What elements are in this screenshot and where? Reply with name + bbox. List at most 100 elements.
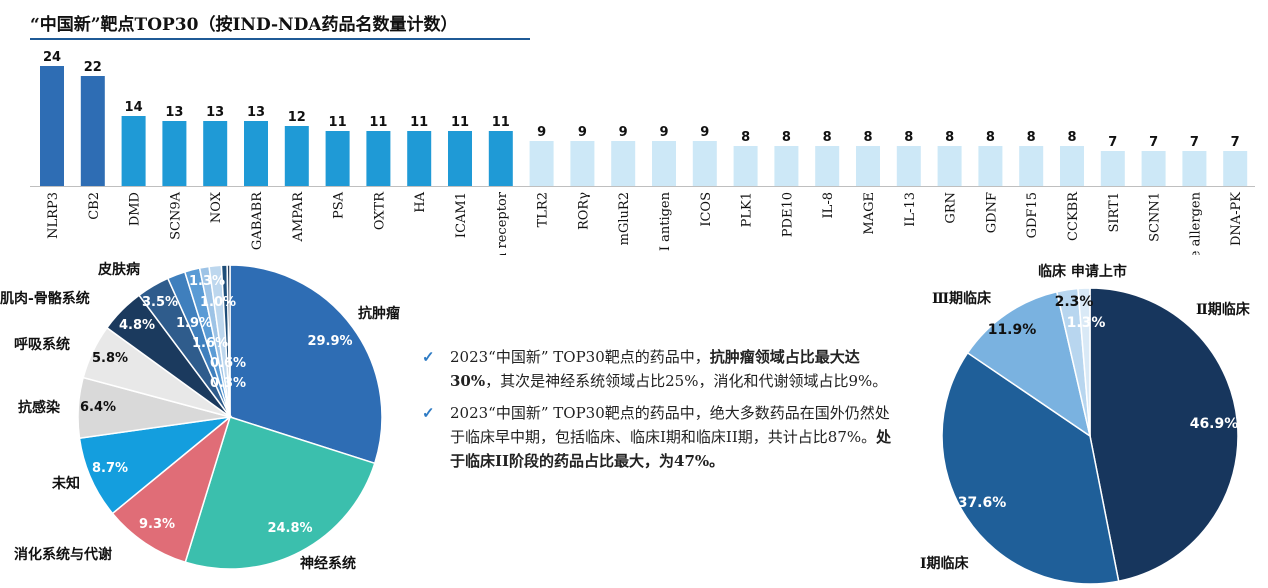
pie-value-label: 1.9% <box>176 316 212 331</box>
bar-value-label: 8 <box>1067 130 1076 145</box>
bar-CB2 <box>80 76 105 186</box>
bar-CCKBR <box>1060 146 1084 186</box>
bar-IL-13 <box>896 146 921 186</box>
bar-NLRP3 <box>40 66 64 186</box>
pie-value-label: 6.4% <box>80 400 116 415</box>
bar-category-label: NLRP3 <box>46 192 61 239</box>
bar-category-label: mGluR2 <box>617 192 632 245</box>
bar-value-label: 7 <box>1190 135 1199 150</box>
bullet-text: 2023“中国新” TOP30靶点的药品中， <box>450 348 710 366</box>
bullet-highlight: 处于临床II阶段的药品占比最大，为47%。 <box>450 428 892 470</box>
bar-value-label: 24 <box>43 50 61 65</box>
pie-value-label: 9.3% <box>139 517 175 532</box>
bar-category-label: IL-8 <box>821 192 836 218</box>
bar-category-label: ICOS <box>699 192 714 227</box>
summary-bullet: ✓ 2023“中国新” TOP30靶点的药品中，抗肿瘤领域占比最大达30%，其次是… <box>420 345 900 393</box>
bar-category-label: NOX <box>209 191 224 223</box>
bar-category-label: MAGE <box>862 192 877 235</box>
pie-slice <box>1089 287 1239 583</box>
bar-Mite allergen <box>1182 151 1207 186</box>
therapeutic-area-pie-chart: 29.9% 抗肿瘤 24.8% 神经系统 9.3% 消化系统与代谢 8.7% 未知 6.4% 抗感… <box>0 261 400 572</box>
bar-category-label: SIRT1 <box>1107 192 1122 233</box>
pie-value-label: 5.8% <box>92 351 128 366</box>
bar-value-label: 7 <box>1149 135 1158 150</box>
bar-value-label: 9 <box>659 125 668 140</box>
summary-bullets: ✓ 2023“中国新” TOP30靶点的药品中，抗肿瘤领域占比最大达30%，其次是… <box>420 345 900 481</box>
pie-category-label: Ⅱ期临床 <box>1196 301 1251 318</box>
pie-value-label: 0.6% <box>210 356 246 371</box>
bar-category-label: HLA class I antigen <box>658 191 673 255</box>
target-bar-chart: 24 NLRP3 22 CB2 14 DMD 13 SCN9A 13 NOX 13 GABABR 12 A… <box>30 50 1255 255</box>
bar-Amylin receptor <box>488 131 513 186</box>
pie-category-label: Ⅲ期临床 <box>932 290 992 307</box>
pie-category-label: 呼吸系统 <box>14 336 70 353</box>
bar-value-label: 7 <box>1231 135 1240 150</box>
bar-category-label: GDF15 <box>1025 192 1040 238</box>
bar-value-label: 13 <box>165 105 183 120</box>
bar-category-label: ICAM1 <box>454 192 469 238</box>
pie-category-label: 皮肤病 <box>97 261 140 278</box>
bar-GABABR <box>244 121 268 186</box>
bar-value-label: 7 <box>1108 135 1117 150</box>
pie-value-label: 11.9% <box>988 322 1037 338</box>
pie-category-label: Ⅰ期临床 <box>920 555 970 572</box>
bar-value-label: 11 <box>329 115 347 130</box>
bar-category-label: DNA-PK <box>1229 192 1244 246</box>
pie-category-label: 消化系统与代谢 <box>14 546 112 563</box>
bar-category-label: GRN <box>944 192 959 224</box>
clinical-stage-pie-chart: 46.9% Ⅱ期临床 37.6% Ⅰ期临床 11.9% Ⅲ期临床 2.3% 临床 申请上市 1.… <box>920 263 1251 585</box>
bar-mGluR2 <box>611 141 636 186</box>
bar-RORγ <box>570 141 595 186</box>
bar-category-label: CCKBR <box>1066 191 1081 241</box>
pie-category-label: 神经系统 <box>300 555 356 572</box>
bar-ICAM1 <box>448 131 472 186</box>
bar-OXTR <box>366 131 391 186</box>
bullet-highlight: 抗肿瘤领域占比最大达30% <box>450 348 860 390</box>
bar-category-label: SCN9A <box>168 191 183 239</box>
bullet-text: ，其次是神经系统领域占比25%，消化和代谢领域占比9%。 <box>485 372 888 390</box>
bar-NOX <box>203 121 228 186</box>
pie-value-label: 46.9% <box>1190 416 1239 432</box>
bar-MAGE <box>856 146 880 186</box>
bar-GDF15 <box>1019 146 1044 186</box>
pie-value-label: 24.8% <box>267 521 312 536</box>
bar-value-label: 22 <box>84 60 102 75</box>
bar-SCN9A <box>162 121 187 186</box>
bar-value-label: 12 <box>288 110 306 125</box>
bar-value-label: 9 <box>537 125 546 140</box>
pie-value-label: 2.3% <box>1055 294 1094 310</box>
pie-slice <box>78 415 233 515</box>
pie-category-label: 抗感染 <box>18 399 61 416</box>
bar-category-label: OXTR <box>372 191 387 230</box>
bar-value-label: 8 <box>945 130 954 145</box>
pie-value-label: 4.8% <box>119 318 155 333</box>
bar-value-label: 8 <box>904 130 913 145</box>
bar-PLK1 <box>733 146 758 186</box>
bar-DMD <box>121 116 146 186</box>
pie-category-label: 抗肿瘤 <box>358 305 400 322</box>
pie-slice <box>1077 287 1091 437</box>
bar-value-label: 8 <box>782 130 791 145</box>
pie-slice <box>184 416 376 570</box>
bar-PSA <box>325 131 350 186</box>
bar-value-label: 9 <box>619 125 628 140</box>
bar-HA <box>407 131 432 186</box>
pie-value-label: 0.3% <box>210 376 246 391</box>
bar-category-label: DMD <box>128 192 143 226</box>
bar-category-label: SCNN1 <box>1148 192 1163 242</box>
bar-category-label: PDE10 <box>780 192 795 237</box>
bar-value-label: 9 <box>700 125 709 140</box>
bar-ICOS <box>692 141 717 186</box>
bar-value-label: 13 <box>247 105 265 120</box>
bar-category-label: GDNF <box>984 192 999 233</box>
bar-IL-8 <box>815 146 840 186</box>
page-title: “中国新”靶点TOP30（按IND-NDA药品名数量计数） <box>30 15 458 35</box>
bar-value-label: 8 <box>1027 130 1036 145</box>
title-underline <box>30 38 530 40</box>
pie-value-label: 8.7% <box>92 461 128 476</box>
bar-category-label: AMPAR <box>291 191 306 243</box>
bar-category-label: PLK1 <box>740 192 755 227</box>
pie-slice <box>111 414 232 564</box>
bar-SCNN1 <box>1141 151 1166 186</box>
pie-slice <box>966 290 1092 438</box>
